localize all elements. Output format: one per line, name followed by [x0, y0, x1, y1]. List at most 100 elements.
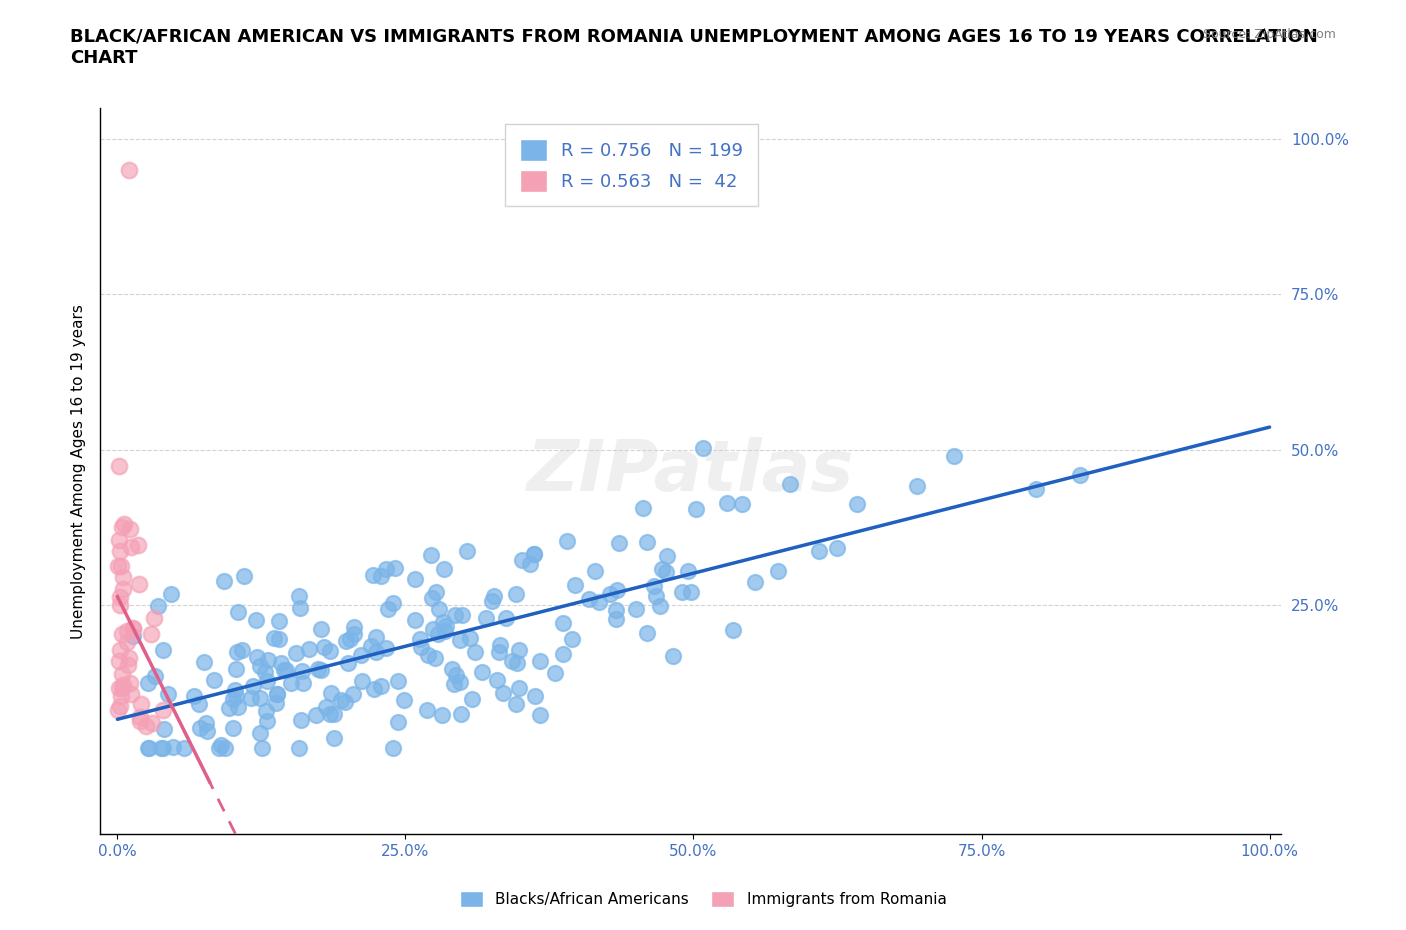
Blacks/African Americans — [418, 647, 440, 662]
Immigrants from Romania — [107, 703, 129, 718]
Blacks/African Americans — [392, 693, 415, 708]
Blacks/African Americans — [471, 664, 494, 679]
Blacks/African Americans — [323, 730, 346, 745]
Blacks/African Americans — [136, 676, 159, 691]
Blacks/African Americans — [173, 740, 195, 755]
Immigrants from Romania — [122, 621, 145, 636]
Blacks/African Americans — [551, 647, 574, 662]
Blacks/African Americans — [450, 706, 472, 721]
Blacks/African Americans — [335, 633, 357, 648]
Blacks/African Americans — [270, 656, 292, 671]
Blacks/African Americans — [375, 562, 398, 577]
Immigrants from Romania — [112, 516, 135, 531]
Immigrants from Romania — [129, 713, 152, 728]
Blacks/African Americans — [443, 676, 465, 691]
Immigrants from Romania — [108, 598, 131, 613]
Blacks/African Americans — [370, 568, 392, 583]
Text: Source: ZipAtlas.com: Source: ZipAtlas.com — [1202, 28, 1336, 41]
Blacks/African Americans — [449, 632, 471, 647]
Blacks/African Americans — [506, 656, 529, 671]
Blacks/African Americans — [364, 644, 387, 659]
Blacks/African Americans — [342, 619, 364, 634]
Blacks/African Americans — [420, 591, 443, 605]
Blacks/African Americans — [523, 547, 546, 562]
Blacks/African Americans — [273, 662, 295, 677]
Blacks/African Americans — [195, 724, 218, 738]
Immigrants from Romania — [107, 559, 129, 574]
Immigrants from Romania — [110, 559, 132, 574]
Blacks/African Americans — [655, 565, 678, 579]
Immigrants from Romania — [110, 680, 132, 695]
Blacks/African Americans — [233, 569, 256, 584]
Blacks/African Americans — [290, 712, 312, 727]
Blacks/African Americans — [193, 655, 215, 670]
Blacks/African Americans — [512, 552, 534, 567]
Blacks/African Americans — [544, 666, 567, 681]
Blacks/African Americans — [588, 595, 610, 610]
Blacks/African Americans — [152, 643, 174, 658]
Blacks/African Americans — [162, 739, 184, 754]
Blacks/African Americans — [267, 631, 290, 646]
Blacks/African Americans — [225, 688, 247, 703]
Blacks/African Americans — [225, 662, 247, 677]
Blacks/African Americans — [461, 692, 484, 707]
Blacks/African Americans — [489, 638, 512, 653]
Immigrants from Romania — [110, 688, 132, 703]
Blacks/African Americans — [678, 564, 700, 578]
Blacks/African Americans — [433, 624, 456, 639]
Blacks/African Americans — [419, 548, 441, 563]
Blacks/African Americans — [285, 645, 308, 660]
Immigrants from Romania — [108, 544, 131, 559]
Blacks/African Americans — [409, 639, 432, 654]
Blacks/African Americans — [214, 740, 236, 755]
Blacks/African Americans — [312, 640, 335, 655]
Immigrants from Romania — [127, 538, 149, 552]
Blacks/African Americans — [146, 599, 169, 614]
Immigrants from Romania — [118, 650, 141, 665]
Blacks/African Americans — [322, 707, 344, 722]
Blacks/African Americans — [942, 449, 965, 464]
Blacks/African Americans — [208, 740, 231, 755]
Blacks/African Americans — [624, 602, 647, 617]
Blacks/African Americans — [651, 561, 673, 576]
Blacks/African Americans — [481, 593, 503, 608]
Blacks/African Americans — [434, 618, 457, 633]
Immigrants from Romania — [111, 627, 134, 642]
Blacks/African Americans — [152, 740, 174, 755]
Blacks/African Americans — [339, 631, 361, 646]
Immigrants from Romania — [118, 163, 141, 178]
Immigrants from Romania — [112, 678, 135, 693]
Blacks/African Americans — [160, 586, 183, 601]
Blacks/African Americans — [224, 683, 246, 698]
Blacks/African Americans — [508, 643, 530, 658]
Blacks/African Americans — [495, 610, 517, 625]
Blacks/African Americans — [263, 631, 285, 645]
Immigrants from Romania — [128, 577, 150, 591]
Immigrants from Romania — [129, 697, 152, 711]
Blacks/African Americans — [827, 540, 849, 555]
Immigrants from Romania — [121, 620, 143, 635]
Blacks/African Americans — [249, 691, 271, 706]
Blacks/African Americans — [231, 642, 253, 657]
Blacks/African Americans — [426, 627, 449, 642]
Immigrants from Romania — [143, 611, 166, 626]
Blacks/African Americans — [195, 715, 218, 730]
Blacks/African Americans — [315, 700, 337, 715]
Blacks/African Americans — [187, 697, 209, 711]
Immigrants from Romania — [111, 667, 134, 682]
Blacks/African Americans — [245, 612, 267, 627]
Blacks/African Americans — [280, 675, 302, 690]
Blacks/African Americans — [523, 547, 546, 562]
Immigrants from Romania — [117, 658, 139, 672]
Blacks/African Americans — [256, 714, 278, 729]
Immigrants from Romania — [141, 715, 163, 730]
Blacks/African Americans — [363, 682, 385, 697]
Blacks/African Americans — [721, 622, 744, 637]
Blacks/African Americans — [609, 536, 631, 551]
Blacks/African Americans — [242, 679, 264, 694]
Blacks/African Americans — [256, 674, 278, 689]
Blacks/African Americans — [505, 587, 527, 602]
Blacks/African Americans — [578, 591, 600, 606]
Blacks/African Americans — [209, 737, 232, 752]
Blacks/African Americans — [291, 675, 314, 690]
